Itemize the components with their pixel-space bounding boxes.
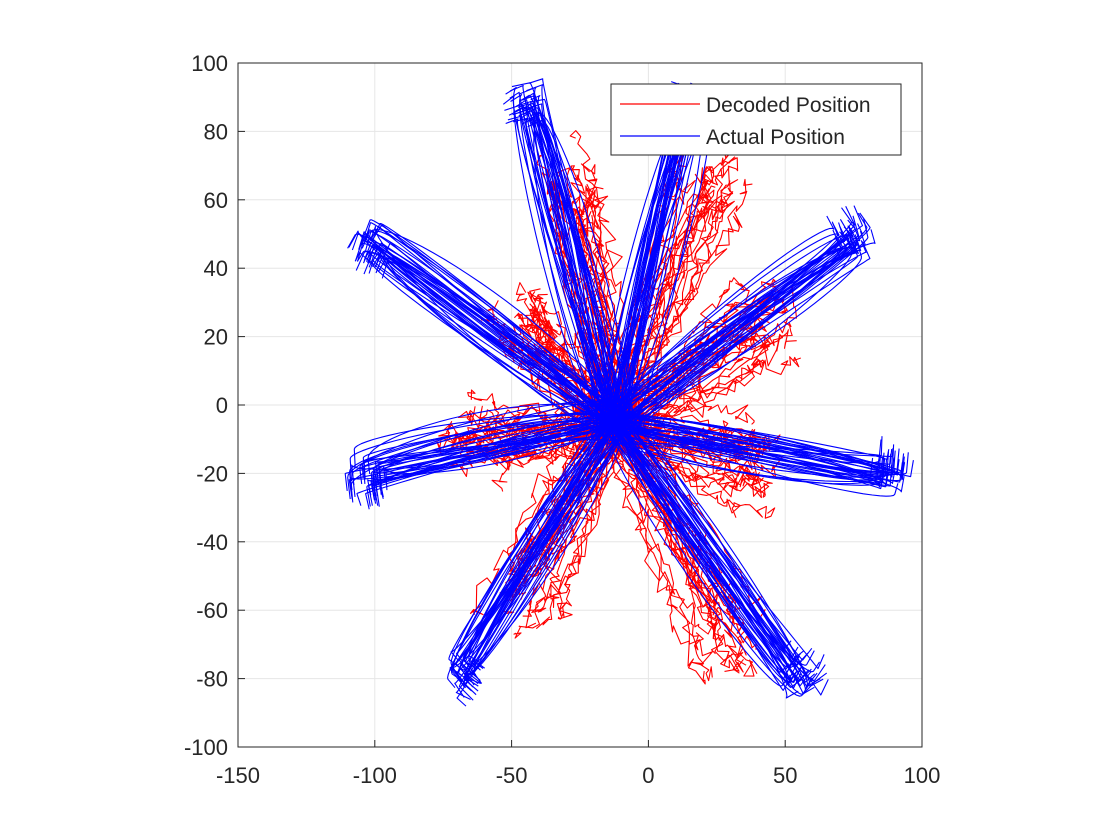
x-tick-label: 50 [773, 763, 797, 788]
trajectory-trace [629, 226, 857, 418]
trajectory-trace [616, 431, 799, 699]
trajectory-trace [515, 99, 622, 422]
y-tick-label: 0 [216, 393, 228, 418]
trajectory-trace [609, 420, 813, 661]
y-tick-label: 20 [204, 325, 228, 350]
y-tick-label: -40 [196, 530, 228, 555]
y-tick-label: 80 [204, 119, 228, 144]
y-tick-label: -60 [196, 598, 228, 623]
trajectory-trace [617, 415, 880, 481]
series-actual [344, 78, 914, 707]
trajectory-trace [527, 113, 627, 404]
trajectory-trace [613, 442, 895, 458]
trajectory-trace [537, 418, 608, 613]
legend-box [610, 83, 902, 156]
trajectory-trace [545, 428, 604, 562]
x-tick-label: -50 [496, 763, 528, 788]
trajectory-trace [611, 445, 791, 687]
trajectory-trace [514, 107, 622, 417]
legend-label-decoded: Decoded Position [706, 94, 871, 117]
trajectory-trace [347, 233, 615, 431]
trajectory-trace [618, 415, 790, 673]
y-tick-label: -80 [196, 667, 228, 692]
trajectory-trace [608, 436, 883, 457]
trajectory-trace [505, 118, 621, 414]
trajectory-trace [365, 228, 620, 418]
trajectory-trace [616, 240, 867, 409]
trajectory-trace [466, 436, 616, 685]
trajectory-trace [353, 413, 616, 468]
trajectory-traces [344, 78, 914, 707]
trajectory-trace [465, 411, 620, 687]
x-tick-label: 0 [642, 763, 654, 788]
trajectory-trace [508, 108, 615, 419]
legend: Decoded Position Actual Position [610, 83, 902, 156]
trajectory-trace [602, 412, 895, 478]
trajectory-trace [522, 102, 609, 410]
trajectory-trace [617, 425, 820, 673]
trajectory-trace [521, 95, 622, 422]
trajectory-trace [522, 117, 613, 411]
trajectory-trace [624, 425, 795, 675]
trajectory-trace [372, 250, 617, 429]
trajectory-trace [608, 421, 744, 674]
trajectory-trace [455, 416, 617, 663]
trajectory-trace [382, 241, 608, 423]
trajectory-trace [450, 425, 615, 680]
trajectory-trace [455, 437, 621, 680]
x-tick-label: -100 [353, 763, 397, 788]
trajectory-trace [376, 418, 612, 486]
trajectory-trace [349, 412, 616, 482]
trajectory-trace [512, 117, 613, 427]
trajectory-trace [617, 420, 810, 697]
y-tick-label: 40 [204, 256, 228, 281]
y-tick-label: -20 [196, 461, 228, 486]
trajectory-trace [613, 418, 903, 483]
trajectory-trace [460, 439, 618, 673]
trajectory-trace [518, 110, 624, 415]
trajectory-trace [613, 422, 906, 474]
trajectory-trace [620, 416, 890, 475]
y-tick-label: 100 [191, 51, 228, 76]
y-tick-label: -100 [184, 735, 228, 760]
trajectory-trace [602, 420, 798, 686]
trajectory-trace [618, 417, 804, 660]
trajectory-trace [455, 424, 613, 700]
trajectory-trace [473, 432, 624, 684]
trajectory-trace [372, 398, 628, 482]
legend-label-actual: Actual Position [706, 126, 845, 149]
trajectory-trace [613, 229, 876, 404]
trajectory-trace [612, 421, 884, 477]
trajectory-trace [602, 215, 835, 428]
trajectory-trace [455, 415, 629, 687]
trajectory-trace [512, 108, 625, 419]
trajectory-trace [614, 432, 893, 487]
x-tick-label: -150 [216, 763, 260, 788]
axis-ticks: -150 -100 -50 0 50 100 -100 -80 -60 -40 -20 0 20 40 60… [184, 51, 940, 788]
trajectory-trace [509, 84, 619, 414]
trajectory-trace [464, 425, 600, 685]
trajectory-trace [617, 237, 862, 416]
trajectory-trace [617, 427, 900, 474]
y-tick-label: 60 [204, 188, 228, 213]
trajectory-trace [347, 400, 618, 500]
trajectory-trace [620, 215, 860, 423]
trajectory-trace [607, 422, 886, 484]
trajectory-trace [631, 207, 853, 428]
trajectory-trace [351, 408, 624, 497]
trajectory-trace [356, 242, 613, 423]
trajectory-trace [608, 410, 821, 688]
x-tick-label: 100 [904, 763, 941, 788]
